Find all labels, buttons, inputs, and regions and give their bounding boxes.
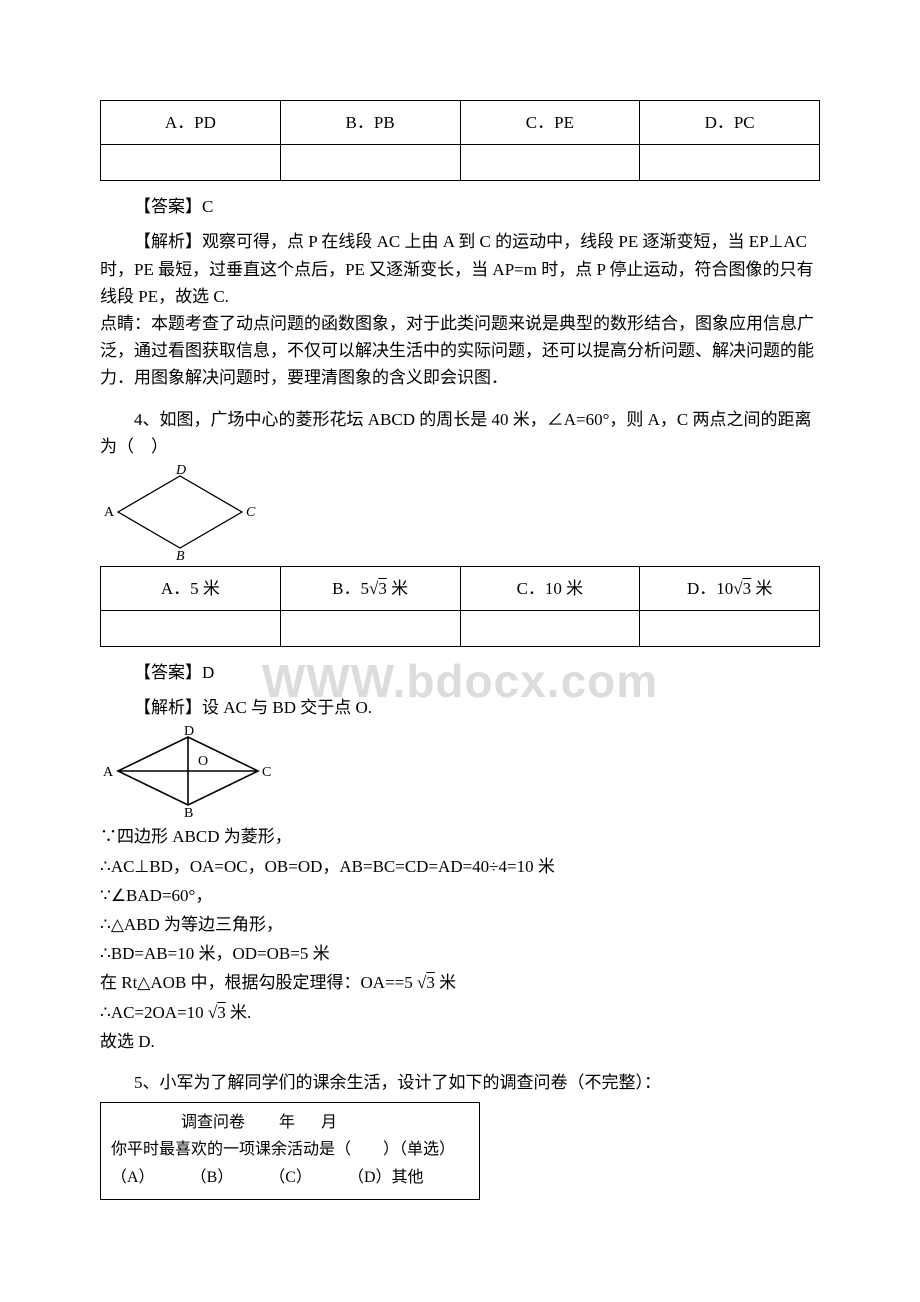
survey-year: 年 [279, 1114, 295, 1131]
survey-opt-c: （C） [269, 1169, 312, 1186]
rhombus1-label-c: C [246, 505, 256, 520]
q5-survey-box: 调查问卷 年 月 你平时最喜欢的一项课余活动是（ ）（单选） （A） （B） （C） （D… [100, 1102, 480, 1200]
survey-title-line: 调查问卷 年 月 [111, 1109, 469, 1136]
q3-blank-a [101, 145, 281, 181]
q4-step-2: ∴AC⊥BD，OA=OC，OB=OD，AB=BC=CD=AD=40÷4=10 米 [100, 853, 820, 880]
q3-choice-table: A．PD B．PB C．PE D．PC [100, 100, 820, 181]
rhombus1-label-b: B [176, 549, 185, 560]
q4-choice-b-prefix: B． [332, 579, 360, 598]
q4-step-4: ∴△ABD 为等边三角形， [100, 911, 820, 938]
rhombus2-label-c: C [262, 765, 271, 780]
survey-line-2: 你平时最喜欢的一项课余活动是（ ）（单选） [111, 1136, 469, 1163]
q3-tip-text: 本题考查了动点问题的函数图象，对于此类问题来说是典型的数形结合，图象应用信息广泛… [100, 314, 814, 387]
q4-choice-d-suffix: 米 [751, 579, 772, 598]
q4-rhombus-figure-2: A B C D O [100, 725, 276, 817]
q4-blank-b [280, 611, 460, 647]
q3-choice-d: D．PC [640, 101, 820, 145]
q3-choice-c: C．PE [460, 101, 640, 145]
q4-step-7-prefix: ∴AC=2OA=10 [100, 1003, 204, 1022]
q3-blank-b [280, 145, 460, 181]
survey-opt-b: （B） [191, 1169, 234, 1186]
q4-analysis-intro: 【解析】设 AC 与 BD 交于点 O. [100, 694, 820, 721]
q4-choice-b-sqrt: √3 [369, 579, 387, 598]
q3-choice-b: B．PB [280, 101, 460, 145]
q3-choice-a: A．PD [101, 101, 281, 145]
q4-step-8: 故选 D. [100, 1028, 820, 1055]
q4-choice-b-suffix: 米 [387, 579, 408, 598]
q3-blank-d [640, 145, 820, 181]
q4-step-7: ∴AC=2OA=10 √3 米. [100, 999, 820, 1026]
q4-choice-d-prefix: D． [687, 579, 716, 598]
rhombus2-label-d: D [184, 725, 194, 739]
q4-choice-table: A．5 米 B．5√3 米 C．10 米 D．10√3 米 [100, 566, 820, 647]
q3-blank-c [460, 145, 640, 181]
q4-blank-a [101, 611, 281, 647]
q4-choice-b: B．5√3 米 [280, 566, 460, 610]
q4-choice-d-sqrt: √3 [733, 579, 751, 598]
page-content: A．PD B．PB C．PE D．PC 【答案】C 【解析】观察可得，点 P 在… [100, 100, 820, 1200]
q3-analysis-label: 【解析】 [134, 232, 202, 251]
q4-choice-d-val: 10 [716, 579, 733, 598]
rhombus2-label-b: B [184, 806, 193, 817]
q3-analysis-text: 观察可得，点 P 在线段 AC 上由 A 到 C 的运动中，线段 PE 逐渐变短… [100, 232, 814, 305]
q4-step-6: 在 Rt△AOB 中，根据勾股定理得：OA==5 √3 米 [100, 969, 820, 996]
q4-analysis-label: 【解析】 [134, 698, 202, 717]
q4-step-6-prefix: 在 Rt△AOB 中，根据勾股定理得：OA==5 [100, 973, 413, 992]
q4-step-5: ∴BD=AB=10 米，OD=OB=5 米 [100, 940, 820, 967]
survey-month: 月 [321, 1114, 337, 1131]
q5-stem-text: 小军为了解同学们的课余生活，设计了如下的调查问卷（不完整）： [160, 1073, 662, 1092]
q4-blank-d [640, 611, 820, 647]
q5-number: 5、 [134, 1073, 160, 1092]
q4-step-6-suffix: 米 [435, 973, 456, 992]
survey-opt-a: （A） [111, 1169, 155, 1186]
q3-analysis: 【解析】观察可得，点 P 在线段 AC 上由 A 到 C 的运动中，线段 PE … [100, 228, 820, 310]
q4-step-7-suffix: 米. [226, 1003, 252, 1022]
q3-tip-label: 点睛： [100, 314, 151, 333]
rhombus1-label-d: D [175, 464, 186, 478]
q4-step-3: ∵∠BAD=60°， [100, 882, 820, 909]
q4-choice-b-val: 5 [361, 579, 370, 598]
q4-step-1: ∵四边形 ABCD 为菱形， [100, 823, 820, 850]
q4-rhombus-figure-1: A B C D [100, 464, 260, 560]
q4-step-6-sqrt: √3 [417, 973, 435, 992]
survey-title: 调查问卷 [181, 1114, 245, 1131]
rhombus1-label-a: A [104, 505, 115, 520]
q4-choice-c: C．10 米 [460, 566, 640, 610]
q4-step-7-sqrt: √3 [208, 1003, 226, 1022]
q3-answer: 【答案】C [100, 193, 820, 220]
q4-analysis-intro-text: 设 AC 与 BD 交于点 O. [202, 698, 372, 717]
q4-choice-d: D．10√3 米 [640, 566, 820, 610]
q4-answer: 【答案】D [100, 659, 820, 686]
q4-stem-text: 如图，广场中心的菱形花坛 ABCD 的周长是 40 米，∠A=60°，则 A，C… [100, 410, 812, 456]
q4-blank-c [460, 611, 640, 647]
survey-options: （A） （B） （C） （D）其他 [111, 1164, 469, 1191]
q4-choice-a: A．5 米 [101, 566, 281, 610]
rhombus2-label-a: A [103, 765, 114, 780]
q5-stem: 5、小军为了解同学们的课余生活，设计了如下的调查问卷（不完整）： [100, 1069, 820, 1096]
survey-opt-d: （D）其他 [348, 1169, 424, 1186]
rhombus2-label-o: O [198, 754, 208, 769]
q4-stem: 4、如图，广场中心的菱形花坛 ABCD 的周长是 40 米，∠A=60°，则 A… [100, 406, 820, 460]
q3-tip: 点睛：本题考查了动点问题的函数图象，对于此类问题来说是典型的数形结合，图象应用信… [100, 310, 820, 392]
q4-number: 4、 [134, 410, 160, 429]
